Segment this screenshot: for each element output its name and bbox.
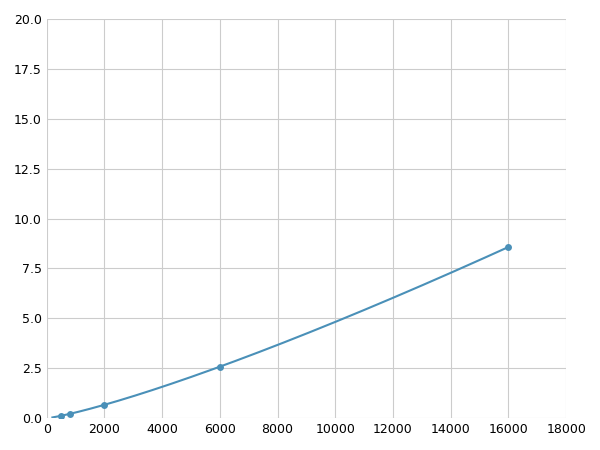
Point bbox=[56, 412, 66, 419]
Point bbox=[503, 243, 513, 251]
Point bbox=[100, 401, 109, 409]
Point bbox=[65, 410, 74, 418]
Point bbox=[215, 363, 224, 370]
